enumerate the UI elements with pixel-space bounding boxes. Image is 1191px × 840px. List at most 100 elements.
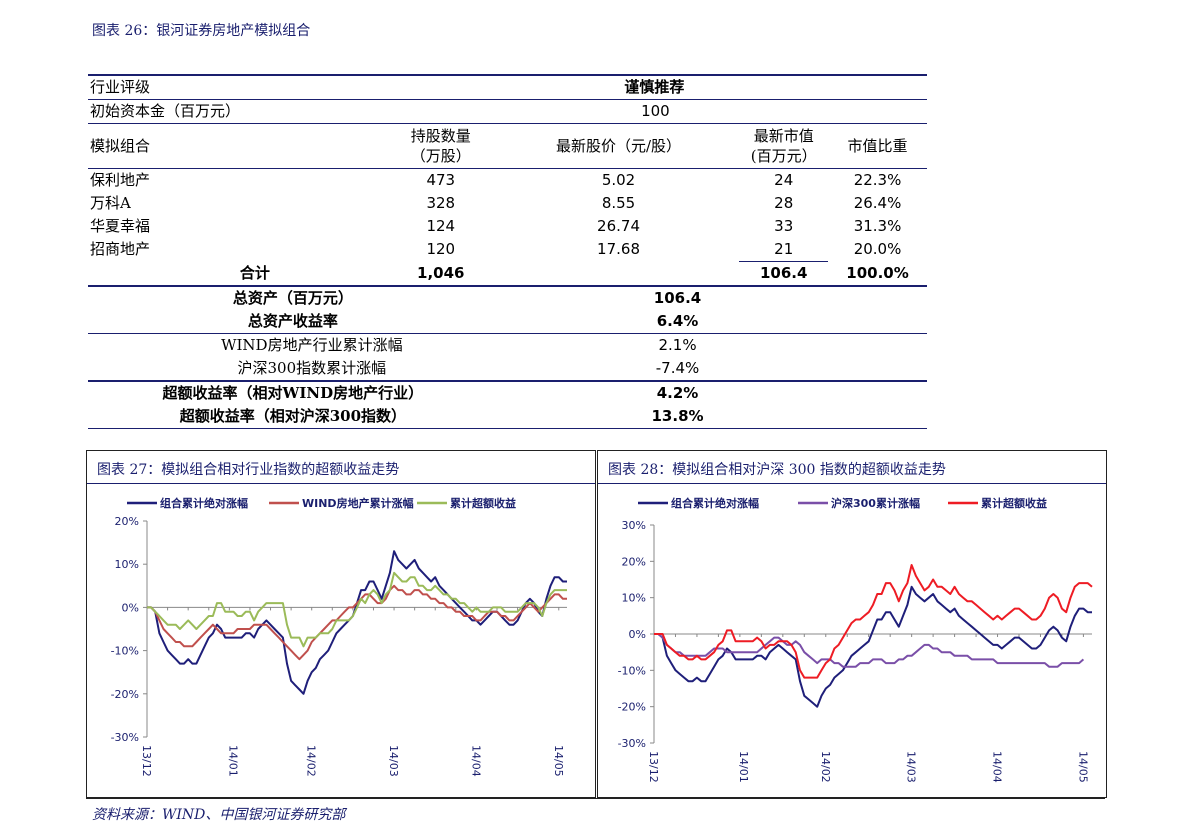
summary-label: 总资产（百万元） [232, 289, 353, 307]
legend-label-0: 组合累计绝对涨幅 [671, 496, 759, 510]
summary-label: 超额收益率（相对沪深300指数） [88, 405, 498, 429]
row-weight: 22.3% [853, 171, 902, 189]
chart-28-panel: 图表 28：模拟组合相对沪深 300 指数的超额收益走势 组合累计绝对涨幅 沪深3… [597, 450, 1107, 798]
row-mktval: 33 [774, 217, 794, 235]
series-line-2 [147, 571, 567, 648]
y-tick-label: -20% [618, 701, 646, 714]
rating-row: 行业评级 谨慎推荐 [88, 74, 927, 100]
legend-label-2: 累计超额收益 [981, 496, 1047, 510]
col-mktval-line1: 最新市值 [753, 127, 814, 145]
chart-28: 组合累计绝对涨幅 沪深300累计涨幅 累计超额收益 30% 20% 10% 0% -10% -2… [618, 496, 1093, 783]
y-tick-label: 10% [115, 558, 139, 571]
capital-label: 初始资本金（百万元） [88, 99, 384, 124]
rating-value: 谨慎推荐 [383, 74, 927, 100]
col-price: 最新股价（元/股） [497, 123, 740, 169]
row-name: 招商地产 [90, 240, 151, 259]
capital-row: 初始资本金（百万元） 100 [88, 99, 927, 124]
legend-label-1: WIND房地产累计涨幅 [302, 496, 414, 510]
x-tick-label: 14/01 [737, 751, 750, 783]
series-line-1 [147, 584, 567, 661]
table-row: 华夏幸福 124 26.74 33 31.3% [88, 215, 927, 238]
portfolio-table: 行业评级 谨慎推荐 初始资本金（百万元） 100 模拟组合 持股数量 （万股） … [88, 74, 927, 429]
row-weight: 31.3% [853, 217, 902, 235]
capital-value: 100 [383, 99, 927, 124]
row-name: 保利地产 [90, 171, 151, 189]
summary-value: 106.4 [653, 289, 702, 307]
x-tick-label: 14/05 [1076, 751, 1089, 783]
row-mktval: 28 [774, 194, 794, 212]
y-tick-label: 0% [629, 628, 646, 641]
row-price: 26.74 [597, 217, 640, 235]
row-price: 8.55 [601, 194, 636, 212]
y-tick-label: -20% [111, 688, 139, 701]
y-tick-label: 0% [122, 601, 139, 614]
x-tick-label: 13/12 [647, 751, 660, 783]
chart-28-title: 图表 28：模拟组合相对沪深 300 指数的超额收益走势 [608, 462, 946, 478]
summary-value: -7.4% [497, 357, 740, 382]
y-tick-label: 10% [622, 592, 646, 605]
row-mktval: 24 [774, 171, 794, 189]
col-shares-line2: （万股） [410, 147, 471, 165]
summary-label: 沪深300指数累计涨幅 [88, 357, 498, 382]
legend-label-0: 组合累计绝对涨幅 [160, 496, 248, 510]
row-mktval: 21 [739, 238, 829, 262]
row-weight: 26.4% [853, 194, 902, 212]
summary-row: 超额收益率（相对WIND房地产行业） 4.2% [88, 381, 927, 405]
total-weight: 100.0% [828, 261, 927, 287]
total-mktval: 106.4 [739, 261, 829, 287]
y-tick-label: -10% [618, 664, 646, 677]
row-weight: 20.0% [853, 240, 902, 259]
col-shares: 持股数量 （万股） [383, 123, 498, 169]
x-tick-label: 14/02 [305, 745, 318, 777]
table-row: 保利地产 473 5.02 24 22.3% [88, 169, 927, 193]
x-tick-label: 14/04 [991, 751, 1004, 783]
series-line-0 [654, 585, 1092, 708]
row-name: 华夏幸福 [90, 217, 151, 235]
total-price-empty [497, 261, 740, 287]
x-tick-label: 14/01 [226, 745, 239, 777]
series-line-2 [654, 564, 1093, 679]
summary-label: WIND房地产行业累计涨幅 [221, 336, 403, 354]
x-tick-label: 14/02 [819, 751, 832, 783]
y-tick-label: -30% [618, 737, 646, 750]
legend-label-1: 沪深300累计涨幅 [831, 496, 920, 510]
row-price: 17.68 [597, 240, 640, 259]
col-shares-line1: 持股数量 [410, 127, 471, 145]
x-tick-label: 14/03 [905, 751, 918, 783]
summary-row: 沪深300指数累计涨幅 -7.4% [88, 357, 927, 382]
rating-label: 行业评级 [88, 74, 384, 100]
table-row: 招商地产 120 17.68 21 20.0% [88, 238, 927, 262]
total-row: 合计 1,046 106.4 100.0% [88, 261, 927, 287]
series-line-0 [147, 550, 567, 695]
col-mktval: 最新市值 (百万元） [739, 123, 829, 169]
row-shares: 124 [426, 217, 456, 235]
row-price: 5.02 [601, 171, 636, 189]
series-line-1 [654, 633, 1085, 668]
summary-row: 总资产（百万元） 106.4 [88, 286, 927, 310]
row-shares: 120 [426, 240, 456, 259]
y-tick-label: 20% [115, 515, 139, 528]
chart-27-panel: 图表 27：模拟组合相对行业指数的超额收益走势 组合累计绝对涨幅 WIND房地产累… [86, 450, 596, 798]
legend-label-2: 累计超额收益 [450, 496, 516, 510]
col-portfolio: 模拟组合 [88, 123, 384, 169]
x-tick-label: 13/12 [140, 745, 153, 777]
row-name: 万科A [90, 194, 131, 212]
y-tick-label: -10% [111, 645, 139, 658]
summary-row: 超额收益率（相对沪深300指数） 13.8% [88, 405, 927, 429]
summary-label: 总资产收益率 [88, 310, 498, 334]
chart-27: 组合累计绝对涨幅 WIND房地产累计涨幅 累计超额收益 20% 10% 0% -10% -20… [111, 496, 567, 777]
total-shares: 1,046 [383, 261, 498, 287]
row-shares: 473 [426, 171, 456, 189]
col-weight: 市值比重 [828, 123, 927, 169]
row-shares: 328 [426, 194, 456, 212]
summary-value: 4.2% [656, 384, 699, 402]
figure-26-title: 图表 26：银河证券房地产模拟组合 [92, 23, 311, 39]
col-mktval-line2: (百万元） [750, 147, 817, 165]
summary-label: 超额收益率（相对WIND房地产行业） [162, 384, 424, 402]
summary-value: 6.4% [497, 310, 740, 334]
summary-row: 总资产收益率 6.4% [88, 310, 927, 334]
y-tick-label: 20% [622, 555, 646, 568]
chart-27-title: 图表 27：模拟组合相对行业指数的超额收益走势 [97, 462, 400, 478]
x-tick-label: 14/03 [387, 745, 400, 777]
table-row: 万科A 328 8.55 28 26.4% [88, 192, 927, 215]
